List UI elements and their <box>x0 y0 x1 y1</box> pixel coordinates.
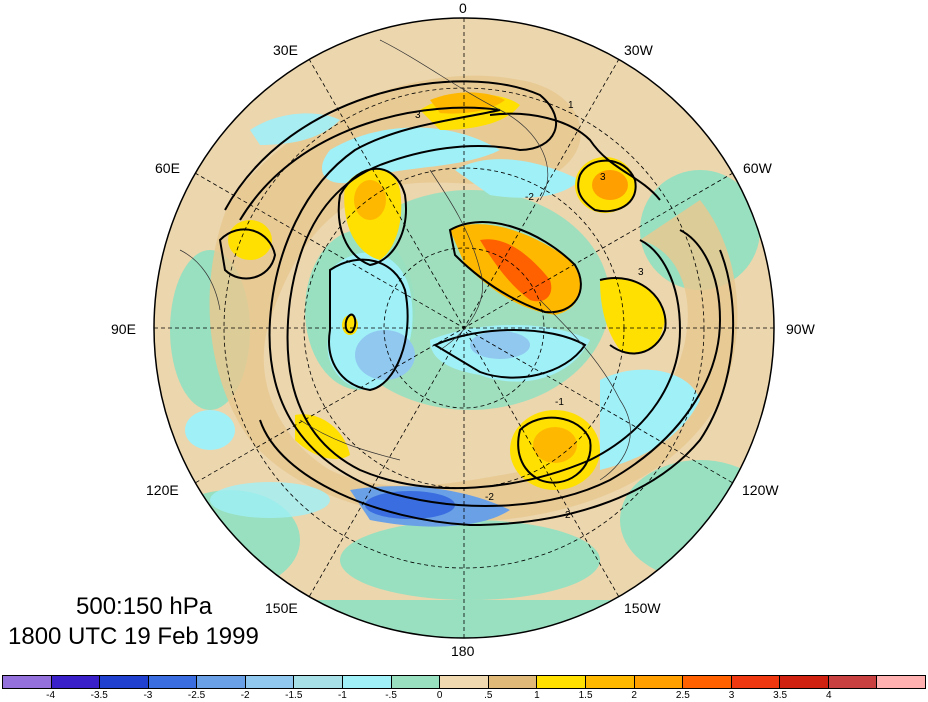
colorbar-tick-label: 2 <box>631 690 637 701</box>
colorbar <box>2 675 926 689</box>
colorbar-swatch <box>780 676 829 688</box>
svg-text:-2: -2 <box>525 192 534 203</box>
colorbar-tick-label: 4 <box>825 690 832 701</box>
colorbar-swatch <box>440 676 489 688</box>
title-levels: 500:150 hPa <box>76 593 213 620</box>
colorbar-tick-label: 1 <box>534 690 540 701</box>
lon-label-60e: 60E <box>155 160 180 176</box>
colorbar-swatch <box>877 676 925 688</box>
colorbar-tick-label: 3.5 <box>773 690 788 701</box>
colorbar-tick-label: 2.5 <box>675 690 690 701</box>
colorbar-swatch <box>585 676 635 688</box>
lon-label-60w: 60W <box>743 160 772 176</box>
colorbar-tick-label: -1.5 <box>285 690 303 701</box>
colorbar-swatch <box>683 676 732 688</box>
colorbar-swatch <box>537 676 586 688</box>
lon-label-30w: 30W <box>624 42 653 58</box>
svg-text:3: 3 <box>600 172 606 183</box>
lon-label-30e: 30E <box>273 42 298 58</box>
colorbar-swatch <box>3 676 52 688</box>
svg-text:3: 3 <box>638 267 644 278</box>
svg-text:-2: -2 <box>485 492 494 503</box>
colorbar-swatch <box>391 676 441 688</box>
colorbar-swatch <box>488 676 538 688</box>
lon-label-150w: 150W <box>624 600 661 616</box>
lon-label-0: 0 <box>459 0 467 16</box>
lon-label-90w: 90W <box>786 321 815 337</box>
colorbar-swatch <box>148 676 198 688</box>
svg-text:1: 1 <box>568 100 574 111</box>
lon-label-120w: 120W <box>742 482 779 498</box>
colorbar-swatch <box>634 676 684 688</box>
lon-label-120e: 120E <box>146 482 179 498</box>
title-datetime: 1800 UTC 19 Feb 1999 <box>8 623 259 650</box>
colorbar-tick-label: -3 <box>143 690 153 701</box>
colorbar-tick-label: -1 <box>337 690 347 701</box>
colorbar-swatch <box>828 676 878 688</box>
lon-label-90e: 90E <box>111 321 136 337</box>
svg-text:2: 2 <box>565 510 571 521</box>
colorbar-swatch <box>51 676 101 688</box>
colorbar-tick-label: 1.5 <box>578 690 593 701</box>
colorbar-tick-label: .5 <box>484 690 493 701</box>
svg-text:-1: -1 <box>555 397 564 408</box>
colorbar-swatch <box>731 676 781 688</box>
colorbar-swatch <box>294 676 344 688</box>
colorbar-tick-label: -2 <box>240 690 250 701</box>
lon-label-180: 180 <box>451 643 475 659</box>
svg-text:3: 3 <box>415 110 421 121</box>
colorbar-tick-label: -3.5 <box>90 690 108 701</box>
lon-label-150e: 150E <box>265 600 298 616</box>
map-boundary <box>153 17 775 639</box>
colorbar-tick-label: -4 <box>46 690 56 701</box>
colorbar-swatch <box>197 676 246 688</box>
colorbar-swatch <box>100 676 149 688</box>
colorbar-tick-label: 0 <box>436 690 443 701</box>
shaded-field: 3 -2 3 -2 2 3 -1 1 <box>154 18 774 638</box>
colorbar-swatch <box>343 676 392 688</box>
colorbar-tick-label: 3 <box>728 690 735 701</box>
colorbar-swatch <box>245 676 295 688</box>
colorbar-tick-label: -.5 <box>385 690 397 701</box>
colorbar-tick-label: -2.5 <box>187 690 206 701</box>
